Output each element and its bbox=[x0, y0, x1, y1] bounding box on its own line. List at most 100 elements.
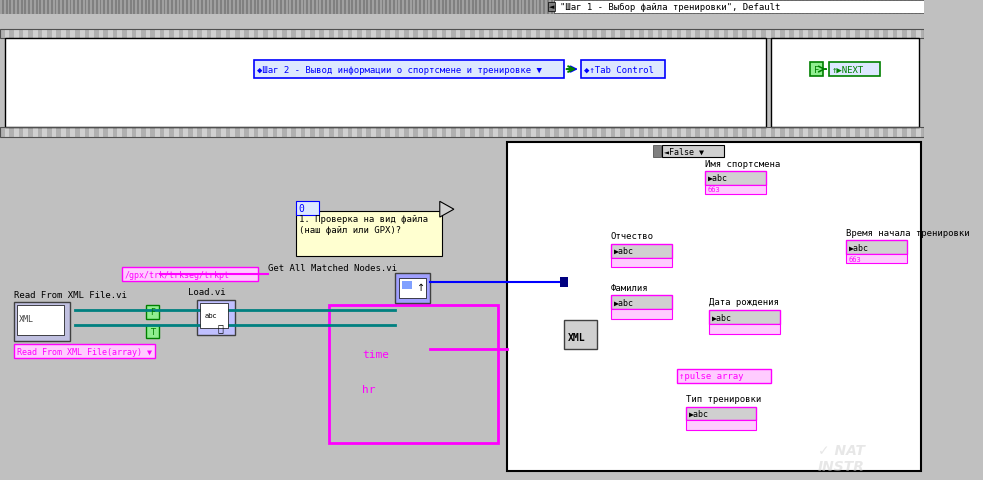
Bar bbox=[658, 0, 660, 15]
Bar bbox=[24, 128, 29, 138]
Bar bbox=[380, 128, 385, 138]
Bar bbox=[218, 0, 220, 15]
Bar bbox=[315, 128, 319, 138]
Bar bbox=[89, 30, 94, 39]
Bar bbox=[113, 30, 117, 39]
Bar bbox=[629, 30, 634, 39]
Bar bbox=[216, 30, 221, 39]
Bar bbox=[812, 0, 814, 15]
Bar bbox=[884, 30, 888, 39]
Bar bbox=[466, 0, 468, 15]
Bar bbox=[680, 0, 682, 15]
Bar bbox=[493, 128, 498, 138]
Bar bbox=[56, 128, 61, 138]
Bar bbox=[436, 0, 437, 15]
Bar bbox=[517, 128, 522, 138]
Bar bbox=[394, 128, 399, 138]
Bar bbox=[376, 30, 380, 39]
Bar bbox=[835, 0, 837, 15]
Bar bbox=[671, 128, 676, 138]
Bar bbox=[695, 128, 700, 138]
Bar bbox=[578, 30, 583, 39]
Bar bbox=[649, 30, 653, 39]
Bar bbox=[578, 128, 583, 138]
Bar bbox=[587, 128, 592, 138]
Bar bbox=[707, 0, 709, 15]
Text: Read From XML File.vi: Read From XML File.vi bbox=[14, 290, 127, 300]
Bar bbox=[592, 128, 597, 138]
Bar bbox=[719, 30, 723, 39]
Bar bbox=[545, 128, 549, 138]
Bar bbox=[522, 0, 524, 15]
Bar bbox=[581, 61, 665, 79]
Bar bbox=[916, 128, 921, 138]
Bar bbox=[315, 30, 319, 39]
Bar bbox=[803, 128, 808, 138]
Bar bbox=[480, 30, 484, 39]
Bar bbox=[120, 0, 122, 15]
Bar bbox=[98, 30, 103, 39]
Bar bbox=[822, 30, 827, 39]
Bar bbox=[893, 128, 897, 138]
Bar bbox=[357, 0, 359, 15]
Bar bbox=[763, 0, 765, 15]
Bar bbox=[287, 30, 291, 39]
Bar bbox=[729, 0, 731, 15]
Bar bbox=[202, 30, 206, 39]
Bar bbox=[296, 212, 441, 256]
Text: 0: 0 bbox=[298, 204, 304, 214]
Bar bbox=[700, 128, 705, 138]
Text: Load.vi: Load.vi bbox=[188, 288, 225, 297]
Bar bbox=[560, 0, 562, 15]
Bar bbox=[338, 0, 340, 15]
Bar bbox=[465, 128, 470, 138]
Bar bbox=[56, 0, 58, 15]
Bar bbox=[362, 30, 367, 39]
Bar bbox=[722, 0, 723, 15]
Bar bbox=[41, 0, 43, 15]
Bar bbox=[455, 0, 457, 15]
Bar bbox=[723, 30, 728, 39]
Bar bbox=[8, 0, 10, 15]
Bar bbox=[579, 0, 581, 15]
Bar bbox=[911, 30, 916, 39]
Bar bbox=[181, 0, 182, 15]
Bar bbox=[913, 0, 915, 15]
Bar bbox=[705, 171, 766, 185]
Bar bbox=[911, 128, 916, 138]
Bar bbox=[169, 0, 171, 15]
Bar bbox=[733, 30, 737, 39]
Bar bbox=[816, 0, 818, 15]
Bar bbox=[108, 128, 113, 138]
Bar bbox=[94, 0, 96, 15]
Bar bbox=[470, 0, 472, 15]
Bar bbox=[346, 0, 348, 15]
Bar bbox=[127, 30, 132, 39]
Bar bbox=[691, 30, 695, 39]
Bar bbox=[771, 30, 776, 39]
Text: Фамилия: Фамилия bbox=[610, 284, 649, 293]
Bar bbox=[132, 128, 137, 138]
Bar bbox=[423, 30, 428, 39]
Bar bbox=[779, 0, 780, 15]
Bar bbox=[785, 0, 787, 15]
Bar bbox=[810, 63, 823, 77]
Bar bbox=[291, 128, 296, 138]
Bar bbox=[29, 30, 32, 39]
Bar bbox=[90, 0, 92, 15]
Bar bbox=[607, 30, 610, 39]
Bar bbox=[876, 0, 878, 15]
Bar bbox=[98, 128, 103, 138]
Bar bbox=[813, 128, 818, 138]
Bar bbox=[586, 0, 588, 15]
Bar bbox=[145, 30, 150, 39]
Bar bbox=[0, 0, 924, 15]
Bar bbox=[10, 30, 14, 39]
Bar bbox=[334, 0, 336, 15]
Bar bbox=[507, 128, 512, 138]
Bar bbox=[23, 0, 25, 15]
Bar bbox=[145, 305, 159, 319]
Text: /gpx/trk/trkseg/trkpt: /gpx/trk/trkseg/trkpt bbox=[125, 270, 230, 279]
Bar bbox=[644, 128, 649, 138]
Bar bbox=[583, 128, 587, 138]
